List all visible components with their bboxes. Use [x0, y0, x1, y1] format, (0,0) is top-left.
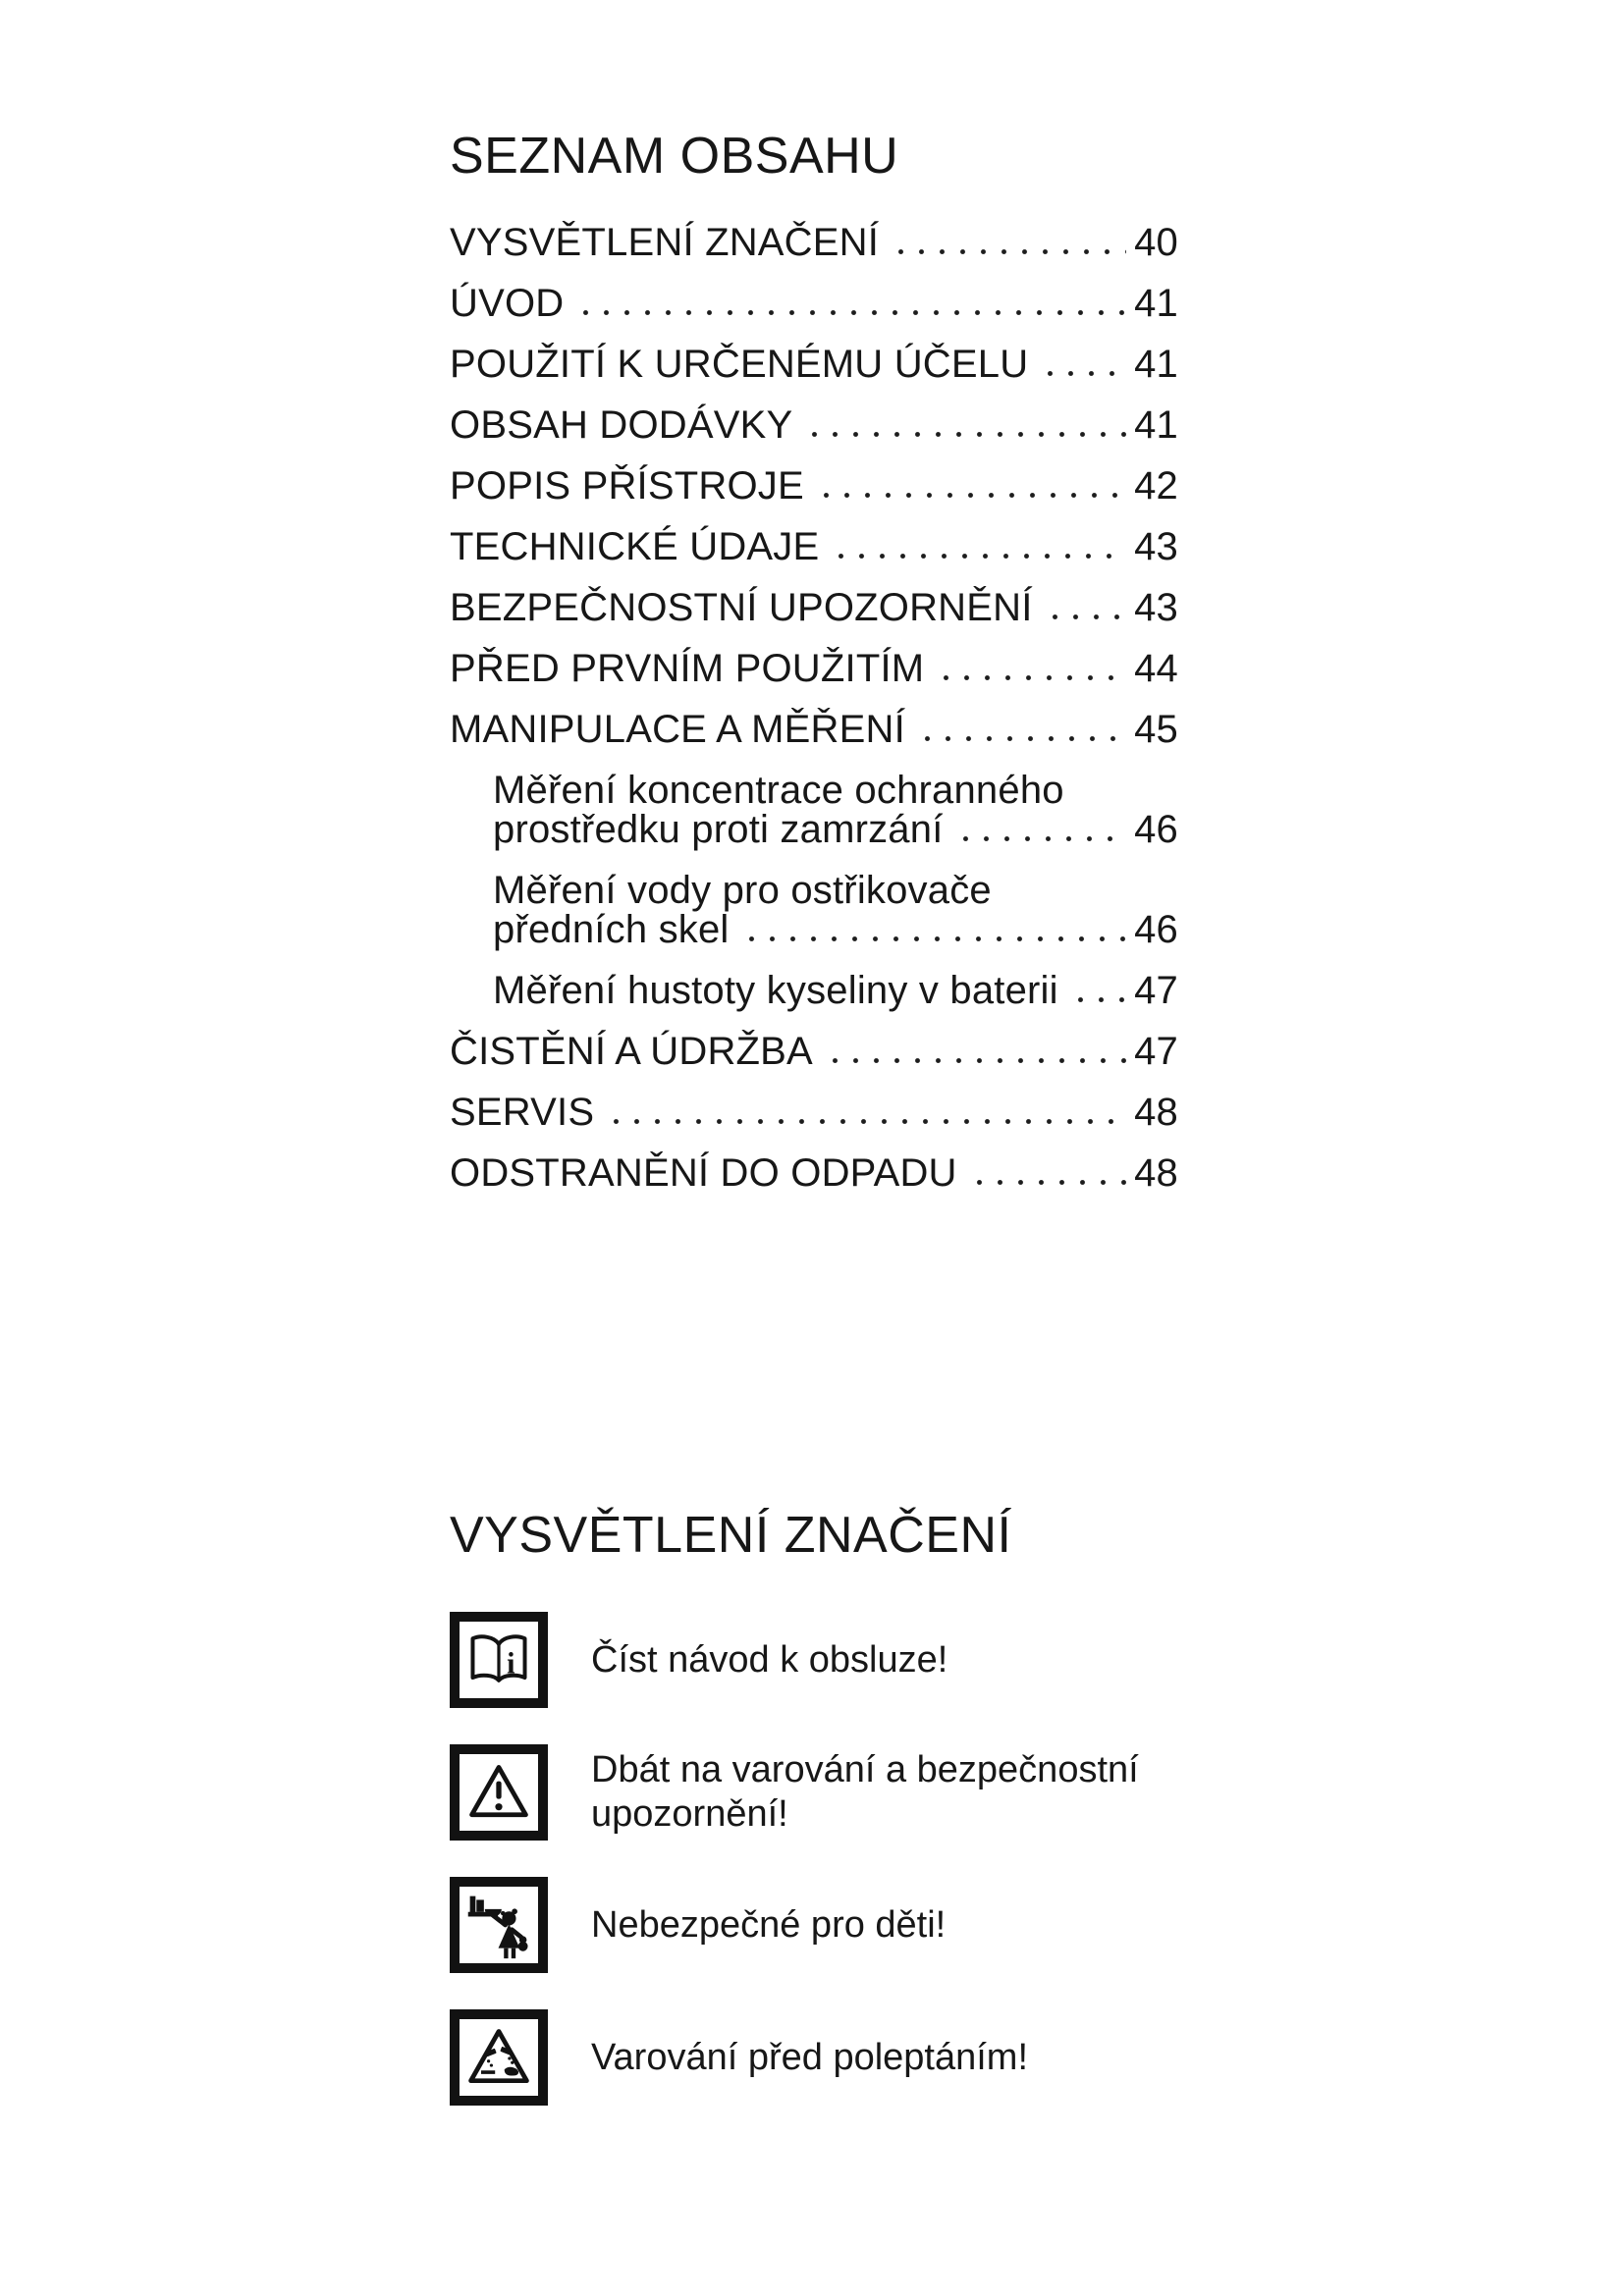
toc-entry-page: 48	[1134, 1151, 1178, 1195]
toc-entry-label: prostředku proti zamrzání	[493, 808, 944, 851]
toc-subentry-line2: prostředku proti zamrzání 46	[493, 810, 1178, 849]
toc-title: SEZNAM OBSAHU	[450, 128, 899, 185]
page-content: SEZNAM OBSAHU VYSVĚTLENÍ ZNAČENÍ 40 ÚVOD…	[450, 0, 1178, 2142]
symbols-section-title: VYSVĚTLENÍ ZNAČENÍ	[450, 1507, 1012, 1564]
dot-leader	[740, 936, 1127, 941]
dot-leader	[916, 736, 1127, 741]
toc-entry: POPIS PŘÍSTROJE 42	[450, 466, 1178, 506]
toc-entry-label: SERVIS	[450, 1091, 595, 1134]
toc-entry-label: OBSAH DODÁVKY	[450, 403, 793, 447]
symbol-item: Varování před poleptáním!	[450, 2009, 1178, 2106]
toc-entry: ÚVOD 41	[450, 284, 1178, 323]
toc-entry-page: 43	[1134, 525, 1178, 568]
dot-leader	[575, 310, 1127, 315]
toc-entry-label: ÚVOD	[450, 282, 565, 325]
toc-entry-label: MANIPULACE A MĚŘENÍ	[450, 708, 905, 751]
toc-entry-page: 47	[1134, 1030, 1178, 1073]
toc-entry-label: předních skel	[493, 908, 730, 951]
toc-entry: TECHNICKÉ ÚDAJE 43	[450, 527, 1178, 566]
toc-entry-page: 44	[1134, 647, 1178, 690]
toc-entry-label: POUŽITÍ K URČENÉMU ÚČELU	[450, 343, 1029, 386]
toc-entry: VYSVĚTLENÍ ZNAČENÍ 40	[450, 223, 1178, 262]
symbol-caption-line: Číst návod k obsluze!	[591, 1638, 948, 1681]
symbol-caption-line: Varování před poleptáním!	[591, 2036, 1029, 2078]
toc-entry: OBSAH DODÁVKY 41	[450, 405, 1178, 445]
toc-subentry-line1: Měření vody pro ostřikovače	[493, 869, 992, 912]
toc-entry: POUŽITÍ K URČENÉMU ÚČELU 41	[450, 345, 1178, 384]
dot-leader	[968, 1180, 1127, 1185]
toc-subentry: Měření hustoty kyseliny v baterii 47	[493, 971, 1178, 1010]
dot-leader	[824, 1058, 1127, 1063]
symbol-caption: Nebezpečné pro děti!	[591, 1903, 946, 1948]
toc-entry-page: 41	[1134, 282, 1178, 325]
toc-entry-page: 42	[1134, 464, 1178, 507]
toc-entry-page: 43	[1134, 586, 1178, 629]
symbol-caption: Varování před poleptáním!	[591, 2036, 1028, 2080]
toc-entry: PŘED PRVNÍM POUŽITÍM 44	[450, 649, 1178, 688]
dot-leader	[891, 249, 1127, 254]
toc-entry-label: Měření hustoty kyseliny v baterii	[493, 969, 1058, 1012]
toc-subentry-line2: předních skel 46	[493, 910, 1178, 949]
toc-entry-label: POPIS PŘÍSTROJE	[450, 464, 804, 507]
dot-leader	[815, 493, 1127, 498]
toc-entry: BEZPEČNOSTNÍ UPOZORNĚNÍ 43	[450, 588, 1178, 627]
symbol-caption: Dbát na varování a bezpečnostní upozorně…	[591, 1748, 1139, 1837]
toc-entry: SERVIS 48	[450, 1093, 1178, 1132]
read-manual-icon: i	[450, 1612, 548, 1708]
toc-entry: ČISTĚNÍ A ÚDRŽBA 47	[450, 1032, 1178, 1071]
child-hazard-icon	[450, 1877, 548, 1973]
toc-entry-label: TECHNICKÉ ÚDAJE	[450, 525, 820, 568]
toc-entry-label: VYSVĚTLENÍ ZNAČENÍ	[450, 221, 880, 264]
toc-entry-label: PŘED PRVNÍM POUŽITÍM	[450, 647, 925, 690]
dot-leader	[936, 675, 1127, 680]
dot-leader	[1069, 997, 1127, 1002]
warning-triangle-icon	[450, 1744, 548, 1841]
dot-leader	[1044, 614, 1127, 619]
toc-subentry: Měření vody pro ostřikovače předních ske…	[493, 871, 1178, 949]
symbol-item: Nebezpečné pro děti!	[450, 1877, 1178, 1973]
dot-leader	[954, 836, 1127, 841]
toc-entry-page: 41	[1134, 403, 1178, 447]
dot-leader	[831, 554, 1127, 559]
symbols-list: i Číst návod k obsluze! Dbát na varování…	[450, 1612, 1178, 2106]
toc-subentry-line1: Měření koncentrace ochranného	[493, 769, 1064, 812]
svg-text:i: i	[507, 1646, 514, 1680]
toc-entry-label: ČISTĚNÍ A ÚDRŽBA	[450, 1030, 813, 1073]
symbol-item: i Číst návod k obsluze!	[450, 1612, 1178, 1708]
dot-leader	[1040, 371, 1127, 376]
symbol-item: Dbát na varování a bezpečnostní upozorně…	[450, 1744, 1178, 1841]
toc-subentry: Měření koncentrace ochranného prostředku…	[493, 771, 1178, 849]
toc-entry-page: 46	[1134, 908, 1178, 951]
dot-leader	[606, 1119, 1127, 1124]
toc-entry-page: 41	[1134, 343, 1178, 386]
table-of-contents: VYSVĚTLENÍ ZNAČENÍ 40 ÚVOD 41 POUŽITÍ K …	[450, 223, 1178, 1193]
symbol-caption: Číst návod k obsluze!	[591, 1638, 947, 1682]
toc-entry-page: 45	[1134, 708, 1178, 751]
toc-entry-page: 40	[1134, 221, 1178, 264]
corrosion-warning-icon	[450, 2009, 548, 2106]
toc-entry-page: 48	[1134, 1091, 1178, 1134]
toc-entry-label: ODSTRANĚNÍ DO ODPADU	[450, 1151, 957, 1195]
toc-entry: ODSTRANĚNÍ DO ODPADU 48	[450, 1153, 1178, 1193]
dot-leader	[804, 432, 1127, 437]
symbol-caption-line: upozornění!	[591, 1793, 788, 1835]
toc-entry-label: BEZPEČNOSTNÍ UPOZORNĚNÍ	[450, 586, 1033, 629]
toc-entry-page: 46	[1134, 808, 1178, 851]
toc-entry-page: 47	[1134, 969, 1178, 1012]
toc-entry: MANIPULACE A MĚŘENÍ 45	[450, 710, 1178, 749]
symbol-caption-line: Dbát na varování a bezpečnostní	[591, 1749, 1139, 1790]
symbol-caption-line: Nebezpečné pro děti!	[591, 1903, 947, 1946]
